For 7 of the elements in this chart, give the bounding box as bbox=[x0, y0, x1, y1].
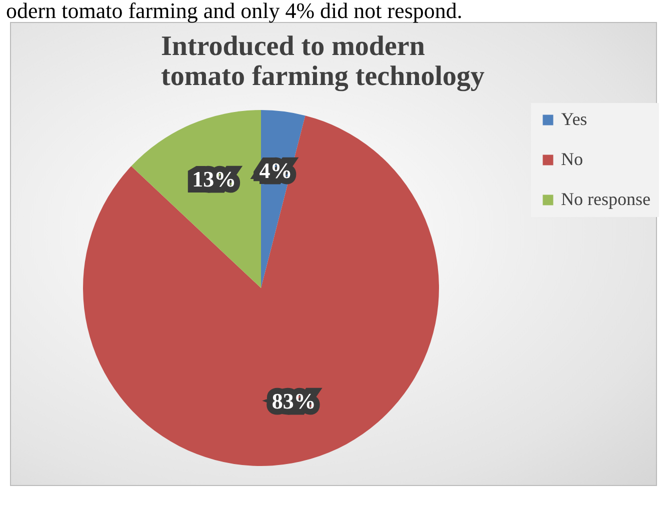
pie-slice bbox=[83, 116, 439, 466]
legend-label: No response bbox=[561, 189, 650, 209]
data-label: 13% bbox=[192, 166, 236, 192]
text: odern tomato farming and only 4% did not respond. bbox=[5, 0, 464, 23]
legend-label: Yes bbox=[561, 109, 588, 129]
chart-title: Introduced to modern tomato farming technology bbox=[161, 31, 485, 92]
legend-label: No bbox=[561, 149, 583, 169]
